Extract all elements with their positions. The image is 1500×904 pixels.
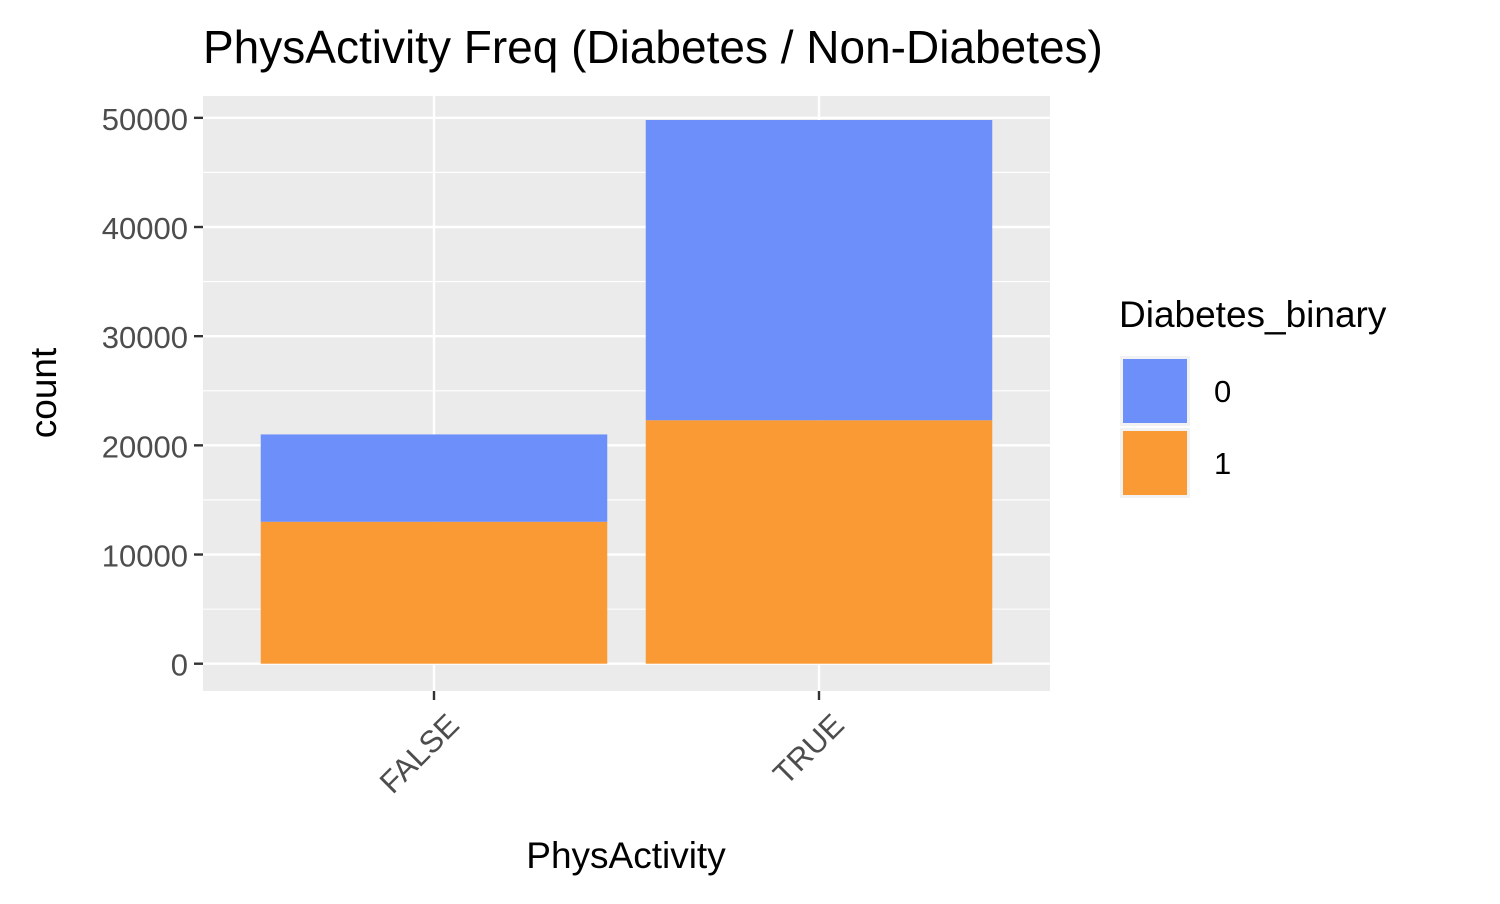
y-axis-label: count <box>23 347 64 438</box>
y-tick-label: 20000 <box>102 429 188 464</box>
bars-layer <box>260 120 993 664</box>
legend: Diabetes_binary 0 1 <box>1119 294 1387 498</box>
x-tick-label: FALSE <box>373 707 466 800</box>
y-axis: 0 10000 20000 30000 40000 50000 <box>102 102 203 683</box>
legend-label-1: 1 <box>1214 446 1231 481</box>
chart-title: PhysActivity Freq (Diabetes / Non-Diabet… <box>203 21 1103 73</box>
y-tick-label: 30000 <box>102 320 188 355</box>
legend-title: Diabetes_binary <box>1119 294 1387 335</box>
bar-true-series-1 <box>645 420 993 664</box>
bar-false-series-1 <box>260 521 608 664</box>
legend-label-0: 0 <box>1214 374 1231 409</box>
y-tick-label: 0 <box>171 648 188 683</box>
legend-key-1 <box>1123 431 1187 495</box>
x-axis-label: PhysActivity <box>526 835 726 876</box>
x-axis: FALSE TRUE <box>373 691 851 800</box>
legend-key-0 <box>1123 359 1187 423</box>
y-tick-label: 10000 <box>102 539 188 574</box>
x-tick-label: TRUE <box>766 707 850 791</box>
y-tick-label: 50000 <box>102 102 188 137</box>
y-tick-label: 40000 <box>102 211 188 246</box>
bar-false-series-0 <box>260 434 608 522</box>
bar-true-series-0 <box>645 120 993 421</box>
